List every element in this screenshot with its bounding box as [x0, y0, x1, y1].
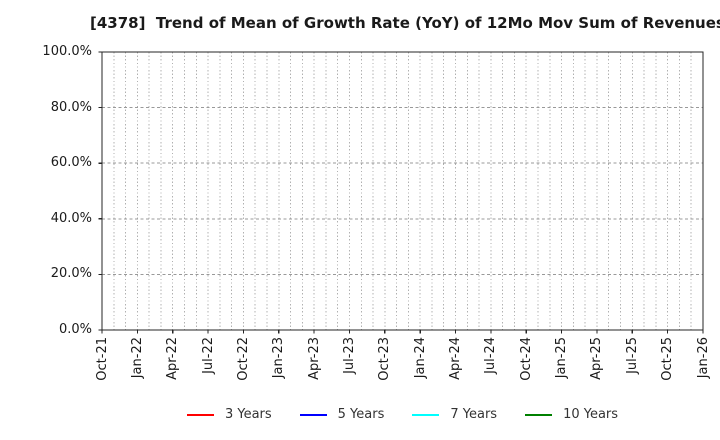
legend-line-swatch	[525, 413, 553, 417]
x-tick-label: Apr-24	[448, 337, 464, 380]
x-tick-label: Jul-22	[200, 337, 216, 374]
x-tick-label: Jan-26	[695, 337, 711, 379]
x-tick-label: Jul-25	[624, 337, 640, 374]
x-tick-label: Oct-23	[377, 337, 393, 381]
legend-label: 7 Years	[450, 407, 498, 422]
legend-label: 3 Years	[224, 407, 272, 422]
y-tick-label: 100.0%	[42, 44, 92, 59]
x-tick-label: Apr-23	[306, 337, 322, 380]
x-tick-label: Jan-25	[554, 337, 570, 379]
legend-line-swatch	[412, 413, 440, 417]
x-tick-label: Oct-21	[94, 337, 110, 381]
x-tick-label: Jul-24	[483, 337, 499, 374]
x-tick-label: Jul-23	[341, 337, 357, 374]
legend-item-3-years: 3 Years	[186, 407, 272, 423]
x-tick-label: Apr-25	[589, 337, 605, 380]
axes-frame	[101, 51, 704, 331]
legend-item-10-years: 10 Years	[525, 407, 618, 423]
x-tick-label: Apr-22	[165, 337, 181, 380]
x-tick-label: Jan-24	[412, 337, 428, 379]
y-tick-label: 80.0%	[50, 99, 92, 115]
y-tick-label: 60.0%	[50, 155, 92, 171]
legend-item-7-years: 7 Years	[412, 407, 497, 423]
y-tick-label: 40.0%	[50, 210, 92, 226]
x-tick-label: Oct-24	[518, 337, 534, 381]
x-tick-label: Oct-22	[235, 337, 251, 381]
legend: 3 Years 5 Years 7 Years 10 Years	[102, 406, 703, 424]
legend-label: 5 Years	[337, 407, 385, 422]
x-tick-label: Jan-23	[271, 337, 287, 379]
x-tick-label: Jan-22	[129, 337, 145, 379]
y-tick-label: 0.0%	[58, 322, 92, 337]
legend-item-5-years: 5 Years	[299, 407, 385, 423]
legend-label: 10 Years	[563, 407, 619, 422]
y-tick-label: 20.0%	[50, 266, 92, 282]
legend-line-swatch	[299, 413, 327, 417]
x-tick-label: Oct-25	[660, 337, 676, 381]
chart-title: [4378] Trend of Mean of Growth Rate (YoY…	[90, 14, 720, 32]
legend-line-swatch	[186, 413, 214, 417]
